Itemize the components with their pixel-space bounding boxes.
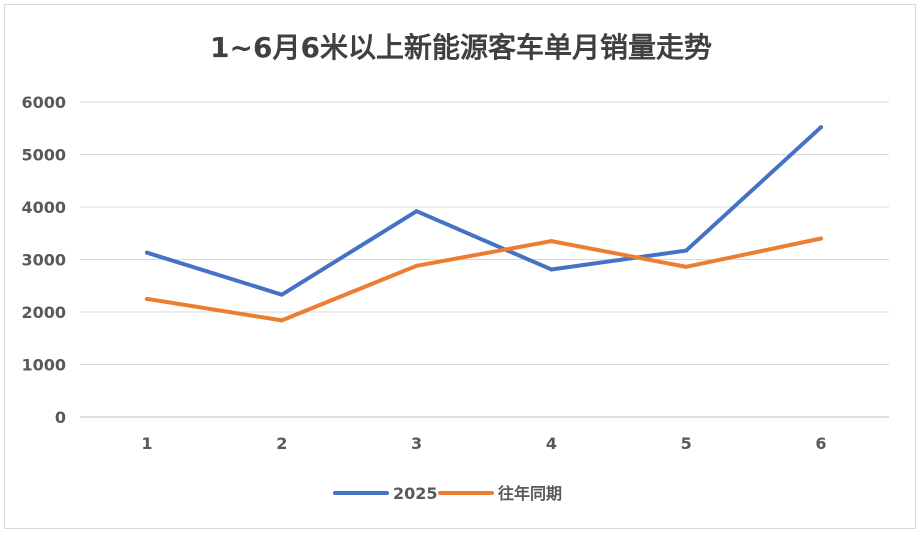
chart-frame — [4, 4, 916, 529]
y-tick-label: 1000 — [21, 356, 66, 375]
x-tick-label: 3 — [411, 434, 422, 453]
y-tick-label: 2000 — [21, 303, 66, 322]
x-axis-ticks: 1 2 3 4 5 6 — [141, 434, 826, 453]
data-point — [279, 292, 284, 297]
chart-title: 1~6月6米以上新能源客车单月销量走势 — [210, 31, 712, 64]
gridlines — [80, 101, 889, 418]
data-point — [145, 296, 149, 301]
y-tick-label: 6000 — [21, 93, 66, 112]
y-tick-label: 3000 — [21, 251, 66, 270]
data-point — [279, 318, 284, 323]
x-tick-label: 5 — [681, 434, 692, 453]
data-point — [414, 209, 419, 214]
legend-label: 往年同期 — [498, 484, 562, 503]
data-point — [145, 250, 149, 255]
data-point — [549, 267, 554, 272]
x-tick-label: 4 — [546, 434, 557, 453]
legend-label: 2025 — [393, 484, 438, 503]
data-point — [684, 264, 689, 269]
data-point — [819, 125, 823, 130]
x-tick-label: 1 — [141, 434, 152, 453]
y-tick-label: 0 — [55, 408, 66, 427]
series-lines — [145, 125, 823, 323]
legend: 2025 往年同期 — [333, 484, 562, 503]
data-point — [684, 248, 689, 253]
y-tick-label: 5000 — [21, 146, 66, 165]
x-tick-label: 6 — [815, 434, 826, 453]
x-tick-label: 2 — [276, 434, 287, 453]
data-point — [414, 263, 419, 268]
y-tick-label: 4000 — [21, 198, 66, 217]
data-point — [819, 236, 823, 241]
series-line-1 — [145, 236, 823, 323]
data-point — [549, 239, 554, 244]
y-axis-ticks: 0 1000 2000 3000 4000 5000 6000 — [21, 93, 66, 427]
series-line-0 — [145, 125, 823, 297]
